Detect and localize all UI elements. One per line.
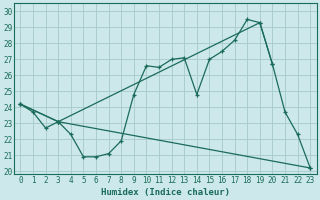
- X-axis label: Humidex (Indice chaleur): Humidex (Indice chaleur): [101, 188, 230, 197]
